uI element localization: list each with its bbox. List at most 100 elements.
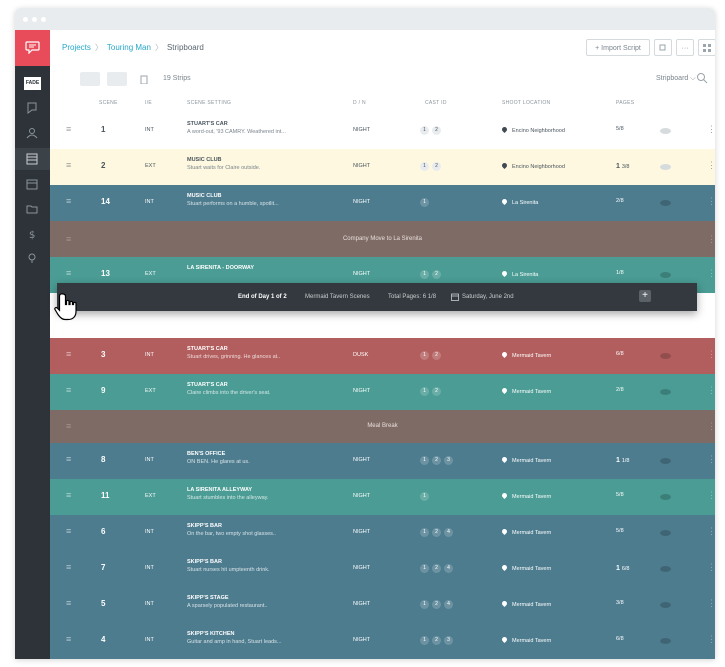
drag-handle-icon[interactable]: ≡	[66, 160, 72, 170]
drag-handle-icon[interactable]: ≡	[66, 385, 72, 395]
drag-handle-icon[interactable]: ≡	[66, 634, 72, 644]
setting-description: Stuart performs on a humble, spotlit...	[187, 200, 279, 207]
drag-handle-icon[interactable]: ≡	[66, 526, 72, 536]
dollar-icon[interactable]: $	[26, 228, 38, 240]
folder-icon[interactable]	[26, 203, 38, 215]
drag-handle-icon[interactable]: ≡	[66, 421, 72, 431]
int-ext: INT	[145, 601, 154, 607]
scene-setting: STUART'S CAR Claire climbs into the drive…	[187, 382, 271, 396]
strip-row[interactable]: ≡ 7 INT SKIPP'S BAR Stuart nurses hit ump…	[50, 551, 715, 587]
stripboard-icon[interactable]	[26, 153, 38, 165]
drag-handle-icon[interactable]: ≡	[66, 454, 72, 464]
kebab-menu-icon[interactable]: ⋮	[707, 349, 715, 359]
eye-icon[interactable]	[660, 494, 671, 500]
calendar-icon[interactable]	[26, 178, 38, 190]
kebab-menu-icon[interactable]: ⋮	[707, 124, 715, 134]
drag-handle-icon[interactable]: ≡	[66, 562, 72, 572]
kebab-menu-icon[interactable]: ⋮	[707, 268, 715, 278]
drag-handle-icon[interactable]: ≡	[66, 349, 72, 359]
kebab-menu-icon[interactable]: ⋮	[707, 526, 715, 536]
eye-icon[interactable]	[660, 353, 671, 359]
script-icon[interactable]	[26, 102, 38, 114]
col-ie[interactable]: I/E	[145, 100, 153, 106]
kebab-menu-icon[interactable]: ⋮	[707, 160, 715, 170]
strip-row[interactable]: ≡ 14 INT MUSIC CLUB Stuart performs on a …	[50, 185, 715, 221]
delete-button[interactable]	[134, 72, 154, 86]
eye-icon[interactable]	[660, 638, 671, 644]
kebab-menu-icon[interactable]: ⋮	[707, 196, 715, 206]
cast-badge: 4	[444, 564, 453, 573]
company-move-banner[interactable]: ≡ Company Move to La Sirenita ⋮	[50, 221, 715, 257]
breadcrumb-project[interactable]: Touring Man	[106, 43, 151, 52]
setting-title: STUART'S CAR	[187, 346, 228, 352]
eye-icon[interactable]	[660, 602, 671, 608]
eye-icon[interactable]	[660, 272, 671, 278]
strip-row[interactable]: ≡ 6 INT SKIPP'S BAR On the bar, two empty…	[50, 515, 715, 551]
breadcrumb-projects[interactable]: Projects	[62, 43, 91, 52]
pages: 5/8	[616, 528, 624, 534]
eye-icon[interactable]	[660, 458, 671, 464]
col-pages[interactable]: PAGES	[616, 100, 635, 106]
location-icon[interactable]	[26, 252, 38, 264]
eye-icon[interactable]	[660, 389, 671, 395]
more-button[interactable]: ···	[676, 39, 694, 56]
add-strip-button[interactable]	[107, 72, 127, 86]
drag-handle-icon[interactable]: ≡	[66, 124, 72, 134]
kebab-menu-icon[interactable]: ⋮	[707, 490, 715, 500]
strip-row[interactable]: ≡ 9 EXT STUART'S CAR Claire climbs into t…	[50, 374, 715, 410]
search-icon[interactable]	[696, 72, 708, 84]
kebab-menu-icon[interactable]: ⋮	[707, 385, 715, 395]
add-banner-button[interactable]	[80, 72, 100, 86]
drag-handle-icon[interactable]: ≡	[66, 196, 72, 206]
eye-icon[interactable]	[660, 164, 671, 170]
kebab-menu-icon[interactable]: ⋮	[707, 598, 715, 608]
cast-icon[interactable]	[26, 127, 38, 139]
strip-row[interactable]: ≡ 5 INT SKIPP'S STAGE A sparsely populate…	[50, 587, 715, 623]
drag-handle-icon[interactable]: ≡	[66, 490, 72, 500]
col-dn[interactable]: D / N	[353, 100, 366, 106]
setting-description: A sparsely populated restaurant..	[187, 602, 268, 609]
duplicate-button[interactable]	[654, 39, 672, 56]
window-maximize-dot[interactable]	[41, 17, 46, 22]
cast-badge: 2	[432, 564, 441, 573]
view-selector[interactable]: Stripboard ⌵	[656, 75, 696, 82]
col-setting[interactable]: SCENE SETTING	[187, 100, 232, 106]
cast-badge: 4	[444, 528, 453, 537]
grid-view-button[interactable]	[698, 39, 715, 56]
strip-row[interactable]: ≡ 2 EXT MUSIC CLUB Stuart waits for Clair…	[50, 149, 715, 185]
chat-button[interactable]	[15, 30, 50, 66]
kebab-menu-icon[interactable]: ⋮	[707, 421, 715, 431]
project-logo[interactable]: FADE IN	[24, 77, 41, 99]
scene-setting: SKIPP'S STAGE A sparsely populated restau…	[187, 595, 268, 609]
col-location[interactable]: SHOOT LOCATION	[502, 100, 551, 106]
add-day-button[interactable]: +	[639, 290, 651, 302]
window-minimize-dot[interactable]	[32, 17, 37, 22]
int-ext: INT	[145, 199, 154, 205]
drag-handle-icon[interactable]: ≡	[66, 598, 72, 608]
kebab-menu-icon[interactable]: ⋮	[707, 234, 715, 244]
strip-row[interactable]: ≡ 4 INT SKIPP'S KITCHEN Guitar and amp in…	[50, 623, 715, 659]
setting-title: SKIPP'S STAGE	[187, 595, 229, 601]
meal-break-banner[interactable]: ≡ Meal Break ⋮	[50, 410, 715, 443]
eye-icon[interactable]	[660, 530, 671, 536]
strip-row[interactable]: ≡ 3 INT STUART'S CAR Stuart drives, grinn…	[50, 338, 715, 374]
strip-row[interactable]: ≡ 1 INT STUART'S CAR A word-out, '93 CAMR…	[50, 113, 715, 150]
window-close-dot[interactable]	[23, 17, 28, 22]
strip-row[interactable]: ≡ 11 EXT LA SIRENITA ALLEYWAY Stuart stum…	[50, 479, 715, 515]
eye-icon[interactable]	[660, 200, 671, 206]
eye-icon[interactable]	[660, 566, 671, 572]
kebab-menu-icon[interactable]: ⋮	[707, 634, 715, 644]
kebab-menu-icon[interactable]: ⋮	[707, 454, 715, 464]
end-of-day-strip[interactable]: End of Day 1 of 2 Mermaid Tavern Scenes …	[57, 283, 697, 311]
kebab-menu-icon[interactable]: ⋮	[707, 562, 715, 572]
drag-handle-icon[interactable]: ≡	[66, 268, 72, 278]
eye-icon[interactable]	[660, 128, 671, 134]
col-cast[interactable]: CAST ID	[425, 100, 447, 106]
strip-row[interactable]: ≡ 8 INT BEN'S OFFICE ON BEN. He glares at…	[50, 443, 715, 479]
import-script-button[interactable]: + Import Script	[586, 39, 650, 56]
col-scene[interactable]: SCENE	[99, 100, 118, 106]
drag-handle-icon[interactable]: ≡	[66, 234, 72, 244]
scene-setting: SKIPP'S BAR Stuart nurses hit umpteenth d…	[187, 559, 270, 573]
